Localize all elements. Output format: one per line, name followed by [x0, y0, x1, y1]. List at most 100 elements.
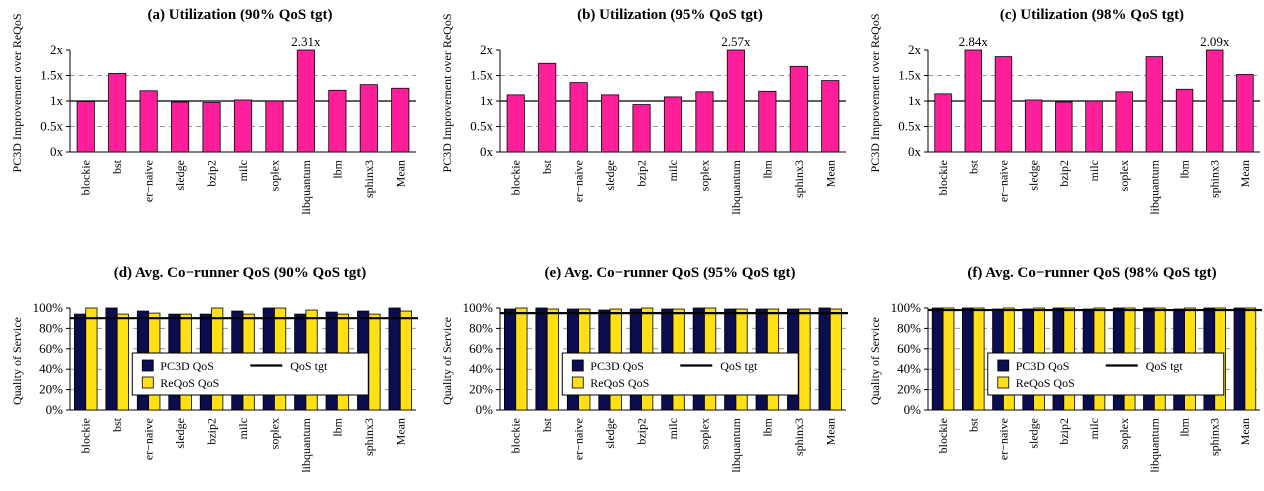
legend-swatch-reqos [997, 376, 1010, 389]
y-tick-label: 80% [39, 320, 63, 335]
bar-pc3d [535, 307, 548, 411]
bar [1115, 91, 1133, 153]
x-tick-label: bst [966, 417, 980, 432]
y-axis-label: PC3D Improvement over ReQoS [440, 14, 454, 173]
bar [964, 49, 982, 153]
x-tick-label: sphinx3 [792, 418, 806, 456]
bar [569, 82, 588, 153]
y-tick-label: 0.5x [40, 119, 63, 134]
y-axis-label: Quality of Service [868, 317, 882, 405]
bar [328, 89, 347, 153]
x-tick-label: bst [540, 417, 554, 432]
bar-reqos [829, 308, 842, 411]
x-tick-label: er−naive [996, 160, 1010, 202]
bar [265, 100, 284, 153]
x-tick-label: sledge [1027, 160, 1041, 191]
x-tick-label: bzip2 [1057, 160, 1071, 187]
y-tick-label: 100% [891, 300, 922, 315]
x-tick-label: libquantum [1147, 417, 1161, 472]
bar-pc3d [388, 307, 401, 411]
x-tick-label: soplex [697, 160, 711, 191]
y-axis-label: Quality of Service [10, 317, 24, 405]
y-tick-label: 60% [897, 341, 921, 356]
chart-panel-a: (a) Utilization (90% QoS tgt) PC3D Impro… [0, 0, 420, 245]
y-tick-label: 20% [39, 382, 63, 397]
y-tick-label: 1x [908, 93, 922, 108]
x-tick-label: lbm [330, 159, 344, 178]
legend-label-reqos: ReQoS QoS [590, 376, 649, 390]
x-tick-label: sledge [173, 160, 187, 191]
data-label: 2.31x [291, 34, 321, 49]
x-tick-label: sledge [603, 160, 617, 191]
bar [1175, 88, 1194, 153]
x-tick-label: milc [236, 418, 250, 439]
x-tick-label: sledge [173, 418, 187, 449]
x-tick-label: er−naive [142, 160, 156, 202]
bar [538, 62, 557, 153]
bar [934, 93, 952, 153]
x-tick-label: sphinx3 [362, 160, 376, 198]
bar [391, 87, 410, 153]
x-tick-label: soplex [1117, 160, 1131, 191]
chart-svg-f: Quality of Service 0% 20% 40% 60% 80% 100% bloc… [868, 300, 1262, 473]
x-tick-label: bst [110, 417, 124, 432]
x-tick-label: blockie [79, 160, 93, 195]
x-tick-label: milc [1087, 418, 1101, 439]
y-tick-label: 0% [46, 402, 64, 417]
bar [1085, 100, 1103, 153]
x-tick-label: lbm [1178, 159, 1192, 178]
x-tick-label: blockie [936, 160, 950, 195]
x-tick-label: blockie [509, 160, 523, 195]
y-tick-label: 40% [469, 361, 493, 376]
y-tick-label: 40% [897, 361, 921, 376]
x-tick-label: bzip2 [635, 418, 649, 445]
x-tick-label: soplex [697, 418, 711, 449]
legend-swatch-reqos [571, 376, 584, 389]
data-label: 2.84x [959, 34, 989, 49]
bar [139, 90, 158, 153]
chart-panel-c: (c) Utilization (98% QoS tgt) PC3D Impro… [858, 0, 1264, 245]
bar-pc3d [1233, 307, 1246, 411]
y-tick-label: 0x [50, 144, 64, 159]
x-tick-label: soplex [267, 160, 281, 191]
legend-label-target: QoS tgt [720, 359, 758, 373]
y-tick-label: 0.5x [470, 119, 493, 134]
chart-title: (f) Avg. Co−runner QoS (98% QoS tgt) [967, 265, 1217, 281]
chart-panel-b: (b) Utilization (95% QoS tgt) PC3D Impro… [430, 0, 850, 245]
chart-svg-b: PC3D Improvement over ReQoS 0x 0.5x 1x 1.5x 2… [440, 14, 846, 215]
x-tick-label: bzip2 [635, 160, 649, 187]
x-tick-label: Mean [823, 418, 837, 445]
bar [1236, 74, 1254, 153]
y-tick-label: 2x [480, 42, 494, 57]
y-tick-label: 20% [897, 382, 921, 397]
bar [726, 49, 745, 153]
legend-box [561, 352, 799, 396]
x-tick-label: lbm [1178, 417, 1192, 436]
x-tick-label: sphinx3 [1208, 418, 1222, 456]
x-tick-label: Mean [823, 160, 837, 187]
legend-box [987, 352, 1225, 396]
legend-swatch-reqos [141, 376, 154, 389]
x-tick-label: Mean [393, 418, 407, 445]
x-tick-label: sphinx3 [362, 418, 376, 456]
bar-reqos [546, 308, 559, 411]
y-axis-label: PC3D Improvement over ReQoS [868, 14, 882, 173]
data-label: 2.09x [1200, 34, 1230, 49]
x-tick-label: bzip2 [205, 418, 219, 445]
y-tick-label: 60% [469, 341, 493, 356]
bar-reqos [116, 313, 129, 411]
y-axis-label: Quality of Service [440, 317, 454, 405]
x-tick-label: libquantum [729, 159, 743, 214]
legend-label-reqos: ReQoS QoS [1016, 376, 1075, 390]
y-tick-label: 1.5x [470, 68, 493, 83]
x-tick-label: lbm [760, 417, 774, 436]
bar-pc3d [74, 313, 87, 411]
x-tick-label: milc [666, 160, 680, 181]
x-tick-label: libquantum [299, 159, 313, 214]
chart-title: (a) Utilization (90% QoS tgt) [147, 7, 333, 23]
y-tick-label: 0% [476, 402, 494, 417]
y-tick-label: 0x [908, 144, 922, 159]
x-tick-label: libquantum [299, 417, 313, 472]
bar [1055, 101, 1073, 153]
chart-title: (c) Utilization (98% QoS tgt) [999, 7, 1185, 23]
